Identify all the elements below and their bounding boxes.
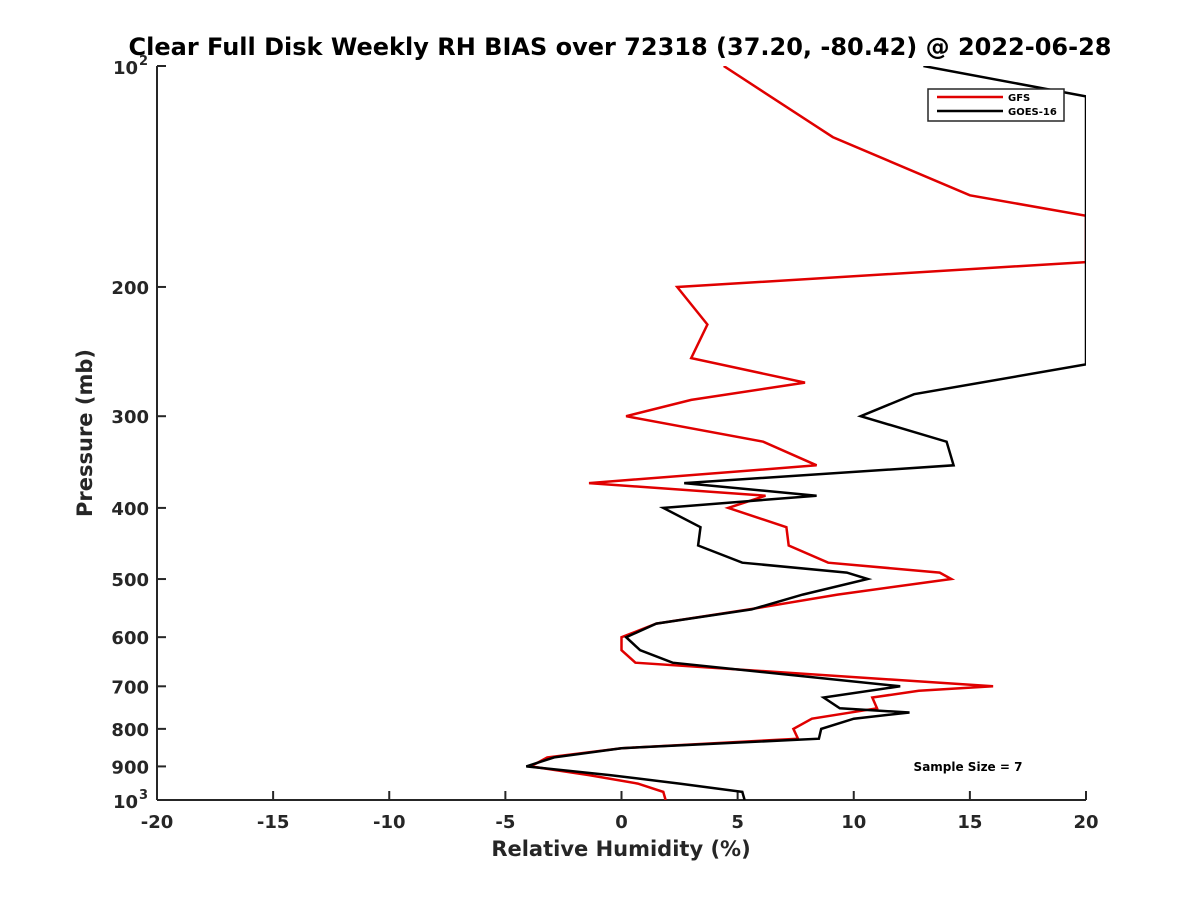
y-tick-label: 900 — [111, 757, 149, 778]
y-tick-label-exponent: 3 — [139, 788, 148, 803]
y-tick-label: 800 — [111, 720, 149, 741]
sample-size-annotation: Sample Size = 7 — [914, 760, 1023, 774]
chart-title: Clear Full Disk Weekly RH BIAS over 7231… — [129, 33, 1112, 61]
x-ticks: -20 -15 -10 -5 0 5 10 15 20 — [141, 791, 1099, 833]
x-tick-label: -10 — [373, 812, 406, 833]
x-tick-label: -5 — [495, 812, 515, 833]
series-line-goes-16 — [525, 66, 1086, 800]
x-tick-label: 20 — [1073, 812, 1098, 833]
x-tick-label: -15 — [257, 812, 290, 833]
x-tick-label: 5 — [731, 812, 744, 833]
legend-label-gfs: GFS — [1008, 93, 1030, 104]
y-tick-label: 500 — [111, 570, 149, 591]
series-line-gfs — [527, 66, 1086, 800]
x-axis-label: Relative Humidity (%) — [491, 837, 750, 861]
y-tick-label: 300 — [111, 407, 149, 428]
y-tick-label: 200 — [111, 278, 149, 299]
y-tick-label: 700 — [111, 677, 149, 698]
y-tick-label-base: 10 — [113, 58, 138, 79]
legend-label-goes-16: GOES-16 — [1008, 107, 1057, 118]
x-tick-label: 10 — [841, 812, 866, 833]
y-axis-label: Pressure (mb) — [73, 349, 97, 517]
x-tick-label: 0 — [615, 812, 628, 833]
plot-area: -20 -15 -10 -5 0 5 10 15 20 10 220030040050060070… — [111, 54, 1098, 833]
series-layer — [525, 66, 1086, 800]
y-tick-label: 600 — [111, 628, 149, 649]
x-tick-label: -20 — [141, 812, 174, 833]
y-tick-label-exponent: 2 — [139, 54, 148, 69]
x-tick-label: 15 — [957, 812, 982, 833]
y-tick-label: 400 — [111, 499, 149, 520]
y-tick-label-base: 10 — [113, 792, 138, 813]
legend: GFS GOES-16 — [927, 88, 1065, 122]
legend-box — [927, 88, 1065, 122]
